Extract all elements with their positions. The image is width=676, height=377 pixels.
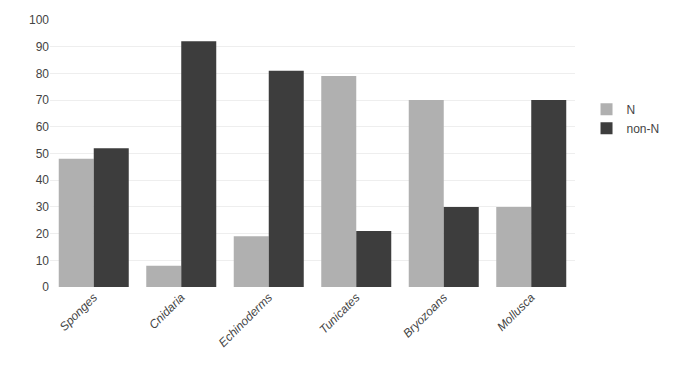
svg-text:70: 70 bbox=[36, 93, 50, 107]
svg-text:80: 80 bbox=[36, 67, 50, 81]
svg-text:50: 50 bbox=[36, 147, 50, 161]
svg-text:30: 30 bbox=[36, 200, 50, 214]
svg-text:non-N: non-N bbox=[627, 122, 660, 136]
svg-text:0: 0 bbox=[42, 280, 49, 294]
svg-text:Cnidaria: Cnidaria bbox=[146, 290, 188, 332]
svg-text:90: 90 bbox=[36, 40, 50, 54]
svg-text:Sponges: Sponges bbox=[57, 290, 100, 333]
svg-text:Tunicates: Tunicates bbox=[317, 290, 363, 336]
svg-text:Echinoderms: Echinoderms bbox=[216, 290, 275, 349]
svg-text:Mollusca: Mollusca bbox=[494, 290, 538, 334]
svg-text:100: 100 bbox=[29, 13, 49, 27]
svg-text:60: 60 bbox=[36, 120, 50, 134]
svg-text:40: 40 bbox=[36, 173, 50, 187]
svg-text:10: 10 bbox=[36, 253, 50, 267]
svg-text:N: N bbox=[627, 103, 636, 117]
svg-text:20: 20 bbox=[36, 227, 50, 241]
svg-text:Bryozoans: Bryozoans bbox=[400, 290, 450, 340]
